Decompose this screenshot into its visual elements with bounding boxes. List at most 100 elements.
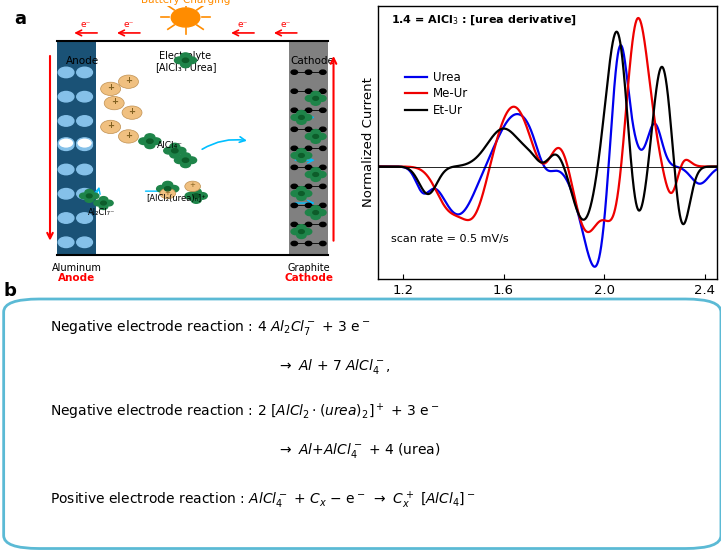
Text: +: + <box>111 98 118 107</box>
Text: [AlCl₂(urea)ₙ]⁺: [AlCl₂(urea)ₙ]⁺ <box>146 194 206 203</box>
Circle shape <box>176 147 186 154</box>
Text: +: + <box>165 190 171 195</box>
Circle shape <box>311 99 320 105</box>
Circle shape <box>191 189 201 195</box>
Circle shape <box>297 118 306 124</box>
Line: Urea: Urea <box>378 45 717 267</box>
Circle shape <box>185 181 200 191</box>
Circle shape <box>311 92 320 98</box>
Circle shape <box>101 201 107 205</box>
Legend: Urea, Me-Ur, Et-Ur: Urea, Me-Ur, Et-Ur <box>401 66 472 122</box>
Circle shape <box>191 196 201 203</box>
Circle shape <box>122 106 142 119</box>
Text: Aluminum: Aluminum <box>52 262 102 272</box>
Circle shape <box>306 209 314 215</box>
Me-Ur <box>373 163 382 170</box>
Text: Battery Charging: Battery Charging <box>141 0 230 4</box>
Text: +: + <box>107 121 114 130</box>
Text: +: + <box>125 131 132 140</box>
Circle shape <box>156 185 167 192</box>
Circle shape <box>58 67 74 78</box>
Circle shape <box>146 139 153 143</box>
Text: a: a <box>14 9 27 28</box>
Circle shape <box>169 185 179 192</box>
Circle shape <box>291 114 301 121</box>
Circle shape <box>76 164 92 175</box>
Circle shape <box>298 116 304 119</box>
Et-Ur <box>612 28 621 35</box>
Circle shape <box>297 232 306 238</box>
Text: +: + <box>190 182 195 189</box>
Circle shape <box>306 242 311 246</box>
Text: +: + <box>107 83 114 92</box>
Circle shape <box>319 89 326 93</box>
Circle shape <box>94 200 102 206</box>
Circle shape <box>317 95 326 102</box>
Urea <box>529 135 538 142</box>
Urea <box>590 263 599 270</box>
Me-Ur <box>704 163 712 170</box>
Circle shape <box>163 181 173 188</box>
Circle shape <box>298 153 304 157</box>
Circle shape <box>185 193 195 199</box>
Circle shape <box>291 152 301 158</box>
Circle shape <box>291 127 298 132</box>
Circle shape <box>311 206 320 212</box>
Circle shape <box>170 151 180 158</box>
Circle shape <box>319 70 326 74</box>
Et-Ur <box>529 152 538 159</box>
Text: +: + <box>128 107 136 116</box>
Circle shape <box>145 134 155 141</box>
Circle shape <box>76 140 92 151</box>
Circle shape <box>291 190 301 196</box>
Text: scan rate = 0.5 mV/s: scan rate = 0.5 mV/s <box>392 234 509 244</box>
Circle shape <box>85 190 94 195</box>
Circle shape <box>319 165 326 170</box>
Circle shape <box>297 194 306 200</box>
Me-Ur <box>529 145 538 151</box>
Circle shape <box>58 116 74 126</box>
Circle shape <box>303 190 311 196</box>
Circle shape <box>313 172 319 176</box>
Circle shape <box>319 127 326 132</box>
Urea <box>391 163 399 170</box>
Circle shape <box>297 110 306 117</box>
Circle shape <box>306 165 311 170</box>
Circle shape <box>76 67 92 78</box>
Text: +: + <box>125 76 132 85</box>
Bar <box>289 41 328 256</box>
Circle shape <box>198 193 207 199</box>
Circle shape <box>58 164 74 175</box>
Circle shape <box>174 57 185 64</box>
Circle shape <box>76 138 92 148</box>
Circle shape <box>85 196 94 203</box>
Text: $\rightarrow$ $\it{Al}$ + 7 $\it{AlCl_4^-}$,: $\rightarrow$ $\it{Al}$ + 7 $\it{AlCl_4^… <box>277 358 391 377</box>
Circle shape <box>118 75 138 88</box>
Circle shape <box>160 188 175 199</box>
Circle shape <box>313 134 319 138</box>
Circle shape <box>180 153 190 160</box>
Circle shape <box>291 242 298 246</box>
Text: Positive electrode reaction : $\it{AlCl_4^-}$ + $\it{C_x}$ $-$ e$^-$ $\rightarro: Positive electrode reaction : $\it{AlCl_… <box>50 490 475 511</box>
Circle shape <box>319 242 326 246</box>
Bar <box>57 41 97 256</box>
Circle shape <box>180 161 190 167</box>
Circle shape <box>163 190 173 196</box>
Circle shape <box>172 8 200 27</box>
Circle shape <box>291 70 298 74</box>
Text: b: b <box>4 282 17 300</box>
Me-Ur <box>539 160 547 167</box>
Circle shape <box>291 184 298 189</box>
Circle shape <box>291 203 298 208</box>
Circle shape <box>306 70 311 74</box>
Circle shape <box>306 108 311 112</box>
Circle shape <box>306 171 314 177</box>
Circle shape <box>170 143 180 150</box>
Circle shape <box>313 97 319 100</box>
Circle shape <box>101 82 120 95</box>
Circle shape <box>105 97 124 110</box>
Y-axis label: Normalized Current: Normalized Current <box>362 78 375 208</box>
Circle shape <box>87 194 92 198</box>
Text: Cathode: Cathode <box>291 56 335 65</box>
Circle shape <box>76 213 92 223</box>
